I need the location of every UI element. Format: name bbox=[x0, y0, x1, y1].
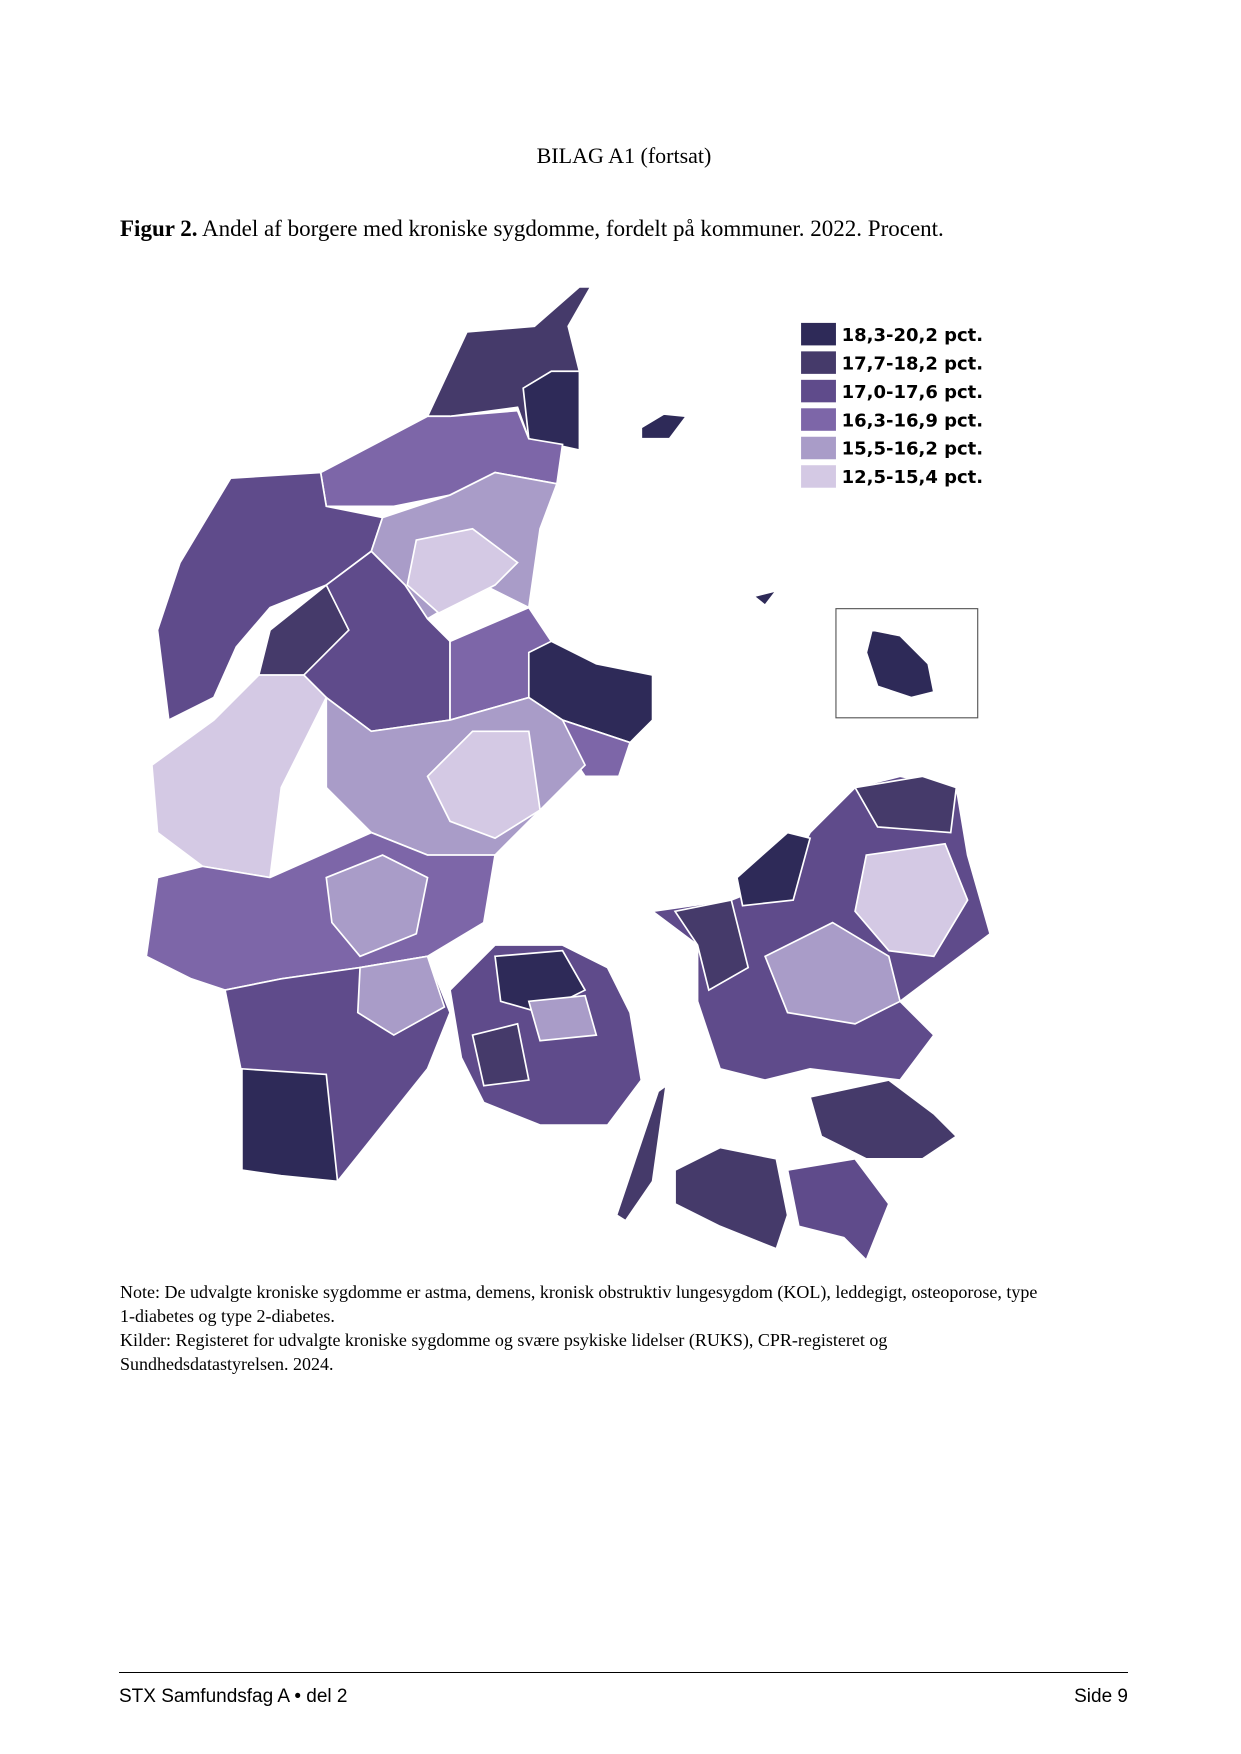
region bbox=[674, 1146, 789, 1250]
region bbox=[854, 842, 969, 958]
legend-label: 16,3-16,9 pct. bbox=[842, 410, 984, 431]
legend-label: 17,0-17,6 pct. bbox=[842, 382, 984, 403]
region bbox=[640, 413, 688, 440]
regions bbox=[145, 286, 992, 1262]
region bbox=[356, 955, 446, 1037]
region bbox=[151, 674, 328, 879]
region bbox=[786, 1157, 890, 1262]
legend-swatch bbox=[801, 436, 836, 460]
region bbox=[257, 583, 350, 676]
legend-swatch bbox=[801, 408, 836, 431]
region bbox=[736, 831, 812, 907]
footer-left: STX Samfundsfag A • del 2 bbox=[119, 1686, 348, 1707]
region bbox=[853, 775, 958, 834]
region bbox=[426, 730, 541, 840]
region bbox=[673, 899, 750, 992]
legend-label: 15,5-16,2 pct. bbox=[842, 439, 984, 460]
region bbox=[241, 1067, 339, 1183]
legend-swatch bbox=[801, 379, 836, 403]
inset-frame bbox=[835, 608, 979, 719]
footer-rule bbox=[119, 1672, 1128, 1673]
region bbox=[527, 994, 598, 1042]
region bbox=[865, 629, 935, 699]
page-title: BILAG A1 (fortsat) bbox=[536, 143, 712, 168]
region bbox=[764, 921, 902, 1025]
region bbox=[406, 527, 519, 615]
footer-right: Side 9 bbox=[1074, 1686, 1128, 1707]
caption-text: Andel af borgere med kroniske sygdomme, … bbox=[202, 216, 944, 241]
legend-label: 12,5-15,4 pct. bbox=[842, 467, 984, 488]
region bbox=[809, 1079, 958, 1160]
sources: Kilder: Registeret for udvalgte kroniske… bbox=[120, 1330, 888, 1374]
note: Note: De udvalgte kroniske sygdomme er a… bbox=[120, 1282, 1038, 1326]
region bbox=[751, 589, 779, 607]
legend: 18,3-20,2 pct. 17,7-18,2 pct. 17,0-17,6 pc… bbox=[801, 322, 984, 488]
region bbox=[319, 409, 564, 508]
legend-swatch bbox=[801, 322, 836, 346]
legend-label: 17,7-18,2 pct. bbox=[842, 353, 984, 374]
figure-caption: Figur 2. Andel af borgere med kroniske s… bbox=[120, 216, 944, 242]
figure-label: Figur 2. bbox=[120, 216, 198, 241]
region bbox=[471, 1022, 530, 1087]
region bbox=[325, 854, 429, 958]
notes: Note: De udvalgte kroniske sygdomme er a… bbox=[120, 1280, 1040, 1376]
legend-swatch bbox=[801, 351, 836, 374]
region bbox=[615, 1083, 668, 1222]
legend-label: 18,3-20,2 pct. bbox=[842, 325, 984, 346]
region bbox=[522, 370, 581, 452]
legend-swatch bbox=[801, 465, 836, 488]
